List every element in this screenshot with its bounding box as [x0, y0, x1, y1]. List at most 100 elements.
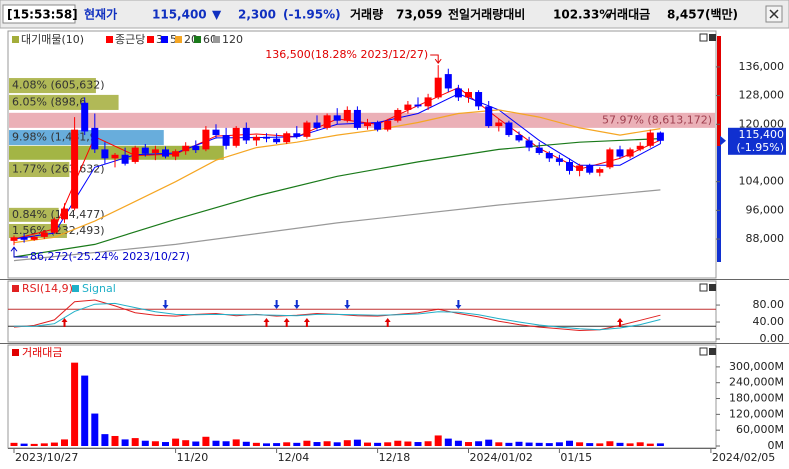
- legend-indicator: Signal: [82, 282, 116, 295]
- volume-bar: [454, 440, 462, 446]
- candle-body: [626, 149, 634, 157]
- volume-profile-bar: [9, 145, 224, 160]
- x-tick-label: 11/20: [177, 451, 209, 464]
- current-price-pointer: [720, 135, 726, 146]
- volume-bar: [656, 443, 664, 446]
- vol-ratio-label: 전일거래량대비: [448, 7, 525, 22]
- y-tick-label: 136,000: [739, 60, 785, 73]
- volume-bar: [111, 435, 119, 446]
- volume-bar: [545, 443, 553, 446]
- candle-body: [374, 122, 382, 130]
- candle-body: [475, 92, 483, 107]
- legend-swatch: [147, 36, 154, 43]
- y-tick-label: 88,000: [746, 232, 785, 245]
- volume-bar: [636, 442, 644, 446]
- sell-signal: [273, 300, 280, 309]
- candle-body: [555, 158, 563, 162]
- volume-bar: [485, 439, 493, 446]
- volume-bar: [333, 442, 341, 446]
- candle-body: [505, 122, 513, 136]
- volume-bar: [353, 439, 361, 446]
- candle-body: [384, 120, 392, 130]
- candle-body: [465, 92, 472, 98]
- volume-bar: [364, 442, 371, 446]
- volume-bar: [192, 441, 200, 446]
- volume-bar: [424, 441, 432, 446]
- buy-signal: [283, 318, 290, 327]
- candle-body: [131, 147, 139, 162]
- volume-bar: [141, 440, 149, 446]
- candle-body: [50, 219, 58, 233]
- volume-bar: [81, 375, 89, 446]
- volume-bar: [303, 440, 311, 446]
- y-tick-label: 120,000: [739, 117, 785, 130]
- candle-body: [515, 135, 523, 141]
- sell-signal: [162, 300, 169, 309]
- candle-body: [101, 149, 109, 159]
- volume-bar: [10, 442, 18, 446]
- candle-body: [444, 74, 452, 89]
- candle-body: [20, 237, 28, 240]
- candle-body: [40, 232, 48, 237]
- volume-bar: [222, 441, 230, 446]
- candle-body: [182, 145, 190, 152]
- candle-body: [596, 169, 604, 173]
- y-tick-label: 240,000M: [729, 376, 784, 389]
- legend-swatch: [194, 36, 201, 43]
- volume-bar: [525, 442, 533, 446]
- buy-signal: [303, 318, 310, 327]
- candle-body: [91, 127, 99, 150]
- candle-body: [495, 122, 503, 127]
- candle-body: [111, 154, 119, 159]
- y-tick-label: 0.00: [760, 332, 785, 345]
- candle-body: [353, 109, 361, 128]
- panel-buttons[interactable]: [699, 33, 716, 356]
- candle-body: [454, 88, 462, 98]
- volume-bar: [394, 440, 402, 446]
- buy-signal: [61, 318, 68, 327]
- legend-swatch: [12, 285, 19, 292]
- volume-bar: [40, 443, 48, 446]
- x-tick-label: 12/04: [278, 451, 310, 464]
- candle-body: [364, 122, 371, 127]
- y-tick-label: 104,000: [739, 175, 785, 188]
- candle-body: [394, 109, 402, 121]
- volume-profile-bar: [9, 161, 70, 178]
- volume-bar: [131, 438, 139, 446]
- volume-bar: [71, 362, 79, 446]
- volume-bar: [555, 442, 563, 446]
- volume-bar: [182, 440, 190, 446]
- volume-bar: [515, 441, 523, 446]
- legend-volume: 거래대금: [22, 346, 62, 359]
- candle-body: [606, 149, 614, 168]
- x-tick-label: 2024/02/05: [712, 451, 775, 464]
- candle-body: [172, 151, 180, 157]
- candle-body: [535, 147, 543, 153]
- volume-bar: [616, 442, 624, 446]
- x-tick-label: 2024/01/02: [470, 451, 533, 464]
- volume-bar: [263, 443, 270, 446]
- annotation: 86,272(-25.24% 2023/10/27): [30, 250, 190, 263]
- candle-body: [162, 149, 169, 157]
- volume: 73,059: [396, 8, 442, 22]
- volume-bar: [444, 438, 452, 446]
- volume-bar: [404, 441, 412, 446]
- price: 115,400: [152, 8, 207, 22]
- candle-body: [636, 145, 644, 150]
- volume-bar: [566, 440, 573, 446]
- arrow: ▼: [212, 8, 222, 22]
- volume-bar: [273, 443, 281, 446]
- candle-body: [656, 132, 664, 141]
- annotation-arrow: [430, 54, 442, 64]
- time: [15:53:58]: [7, 8, 78, 22]
- volume-bar: [596, 443, 604, 446]
- candle-body: [485, 106, 493, 127]
- volume-bar: [374, 442, 382, 446]
- close-button[interactable]: [765, 5, 783, 23]
- price-label: 현재가: [84, 7, 117, 22]
- header-bar: [0, 0, 789, 29]
- volume-bar: [252, 442, 260, 446]
- profile-label: 9.98% (1,481,9: [12, 131, 97, 144]
- volume-bar: [384, 442, 392, 446]
